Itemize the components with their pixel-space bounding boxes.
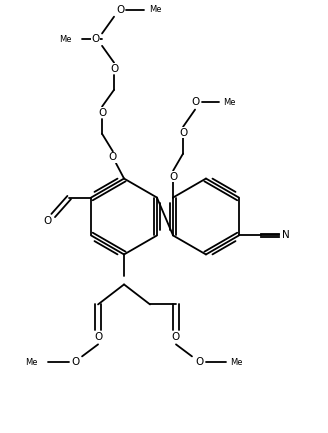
Text: Me: Me: [224, 98, 236, 107]
Text: O: O: [43, 216, 51, 226]
Text: O: O: [94, 332, 102, 342]
Text: Me: Me: [59, 35, 71, 44]
Text: O: O: [109, 152, 117, 162]
Text: O: O: [71, 357, 79, 367]
Text: O: O: [91, 35, 99, 45]
Text: O: O: [98, 107, 106, 118]
Text: O: O: [116, 5, 124, 15]
Text: Me: Me: [149, 5, 161, 14]
Text: O: O: [191, 97, 199, 107]
Text: Me: Me: [230, 358, 242, 367]
Text: O: O: [172, 332, 180, 342]
Text: O: O: [110, 64, 118, 74]
Text: O: O: [169, 172, 177, 182]
Text: O: O: [179, 128, 187, 138]
Text: Me: Me: [26, 358, 38, 367]
Text: O: O: [195, 357, 203, 367]
Text: N: N: [282, 230, 290, 240]
